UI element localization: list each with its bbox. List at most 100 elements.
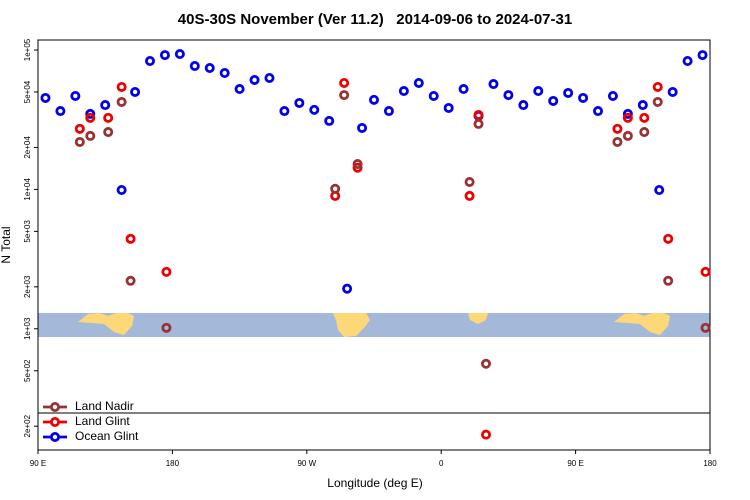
point (279, 106, 290, 117)
legend-marker (50, 401, 61, 412)
point (697, 50, 708, 61)
y-tick-label: 5e+04 (23, 80, 32, 103)
point (339, 77, 350, 88)
point (309, 104, 320, 115)
point (622, 112, 633, 123)
point (70, 90, 81, 101)
point (548, 95, 559, 106)
point (413, 77, 424, 88)
point (159, 50, 170, 61)
point (473, 118, 484, 129)
point (639, 127, 650, 138)
point (622, 130, 633, 141)
point (503, 90, 514, 101)
point (637, 100, 648, 111)
x-tick-label: 180 (166, 459, 180, 468)
point (352, 159, 363, 170)
point (204, 63, 215, 74)
point (480, 358, 491, 369)
point (652, 81, 663, 92)
point (130, 86, 141, 97)
point (74, 136, 85, 147)
point (663, 275, 674, 286)
chart-title: 40S-30S November (Ver 11.2) 2014-09-06 t… (178, 11, 572, 28)
point (607, 90, 618, 101)
land (468, 313, 488, 324)
point (578, 92, 589, 103)
x-tick-label: 180 (703, 459, 717, 468)
point (682, 56, 693, 67)
point (342, 283, 353, 294)
point (398, 86, 409, 97)
point (473, 109, 484, 120)
point (663, 233, 674, 244)
y-tick-label: 5e+03 (23, 220, 32, 243)
point (443, 102, 454, 113)
point (219, 68, 230, 79)
point (161, 322, 172, 333)
legend-label: Land Nadir (75, 399, 134, 413)
x-tick-label: 0 (439, 459, 444, 468)
point (74, 123, 85, 134)
point (639, 112, 650, 123)
point (103, 127, 114, 138)
x-tick-label: 90 E (30, 459, 46, 468)
point (612, 136, 623, 147)
land (333, 313, 370, 337)
point (324, 115, 335, 126)
point (518, 100, 529, 111)
point (612, 123, 623, 134)
point (144, 56, 155, 67)
point (533, 86, 544, 97)
point (161, 266, 172, 277)
point (116, 96, 127, 107)
point (652, 96, 663, 107)
y-tick-label: 1e+03 (23, 317, 32, 340)
point (622, 108, 633, 119)
point (234, 84, 245, 95)
point (357, 122, 368, 133)
point (249, 74, 260, 85)
x-tick-label: 90 E (567, 459, 583, 468)
point (654, 185, 665, 196)
point (458, 84, 469, 95)
y-tick-label: 2e+02 (23, 414, 32, 437)
legend-marker (50, 416, 61, 427)
point (563, 87, 574, 98)
y-tick-label: 1e+05 (23, 38, 32, 61)
point (85, 112, 96, 123)
plot-frame (37, 39, 711, 451)
land (614, 313, 670, 335)
point (700, 322, 711, 333)
x-tick-label: 90 W (297, 459, 316, 468)
point (116, 81, 127, 92)
point (464, 190, 475, 201)
ocean-band (38, 313, 710, 337)
point (480, 429, 491, 440)
point (125, 275, 136, 286)
point (264, 72, 275, 83)
point (85, 108, 96, 119)
y-axis-label: N Total (0, 226, 13, 263)
land (78, 313, 134, 335)
point (55, 106, 66, 117)
legend-label: Land Glint (75, 414, 130, 428)
point (103, 112, 114, 123)
point (85, 130, 96, 141)
point (593, 106, 604, 117)
legend-label: Ocean Glint (75, 429, 139, 443)
point (40, 92, 51, 103)
point (383, 106, 394, 117)
point (667, 86, 678, 97)
point (700, 266, 711, 277)
point (294, 97, 305, 108)
point (100, 100, 111, 111)
y-tick-label: 1e+04 (23, 178, 32, 201)
map-strip (38, 313, 710, 337)
point (368, 94, 379, 105)
point (174, 49, 185, 60)
point (189, 60, 200, 71)
point (352, 162, 363, 173)
point (116, 185, 127, 196)
y-tick-label: 5e+02 (23, 359, 32, 382)
